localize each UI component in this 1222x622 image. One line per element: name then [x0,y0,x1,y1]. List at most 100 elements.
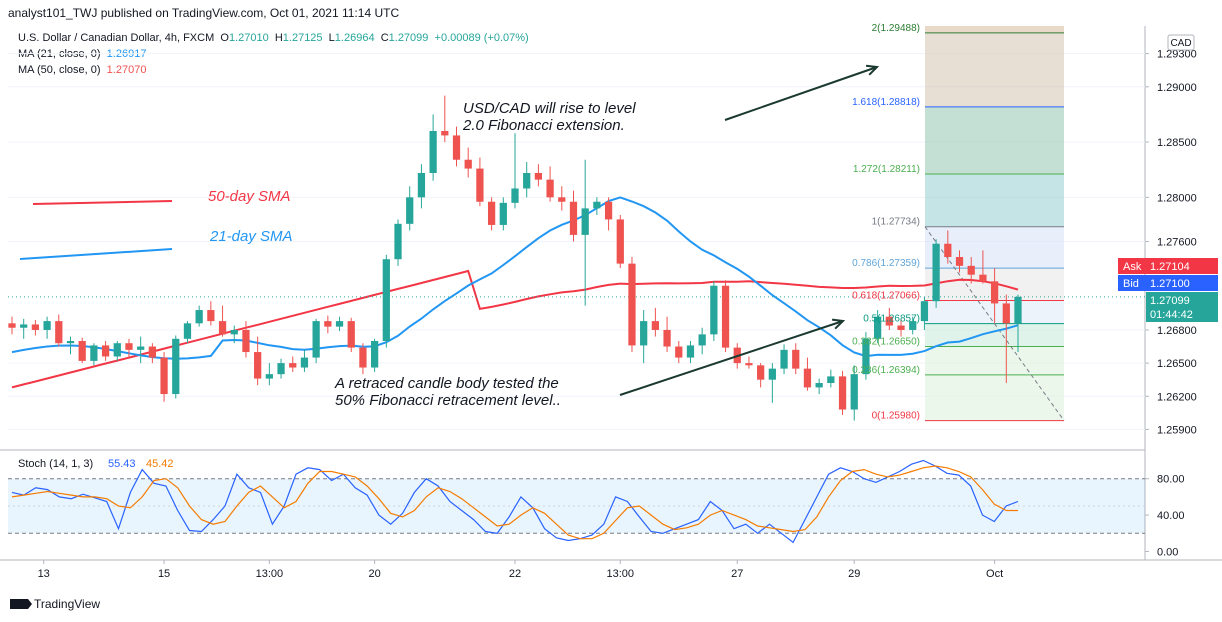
candle-body [850,374,858,410]
stoch-d-line [11,465,1018,540]
candle-body [698,334,706,346]
candle [125,338,133,358]
candle [909,316,917,335]
symbol-legend: U.S. Dollar / Canadian Dollar, 4h, FXCM … [18,32,529,44]
price-tick-label: 1.26500 [1157,358,1197,370]
candle-body [55,321,63,344]
candle-body [897,325,905,330]
countdown-value: 01:44:42 [1150,309,1193,321]
candle-body [990,281,999,304]
candle-body [183,323,192,339]
candle [628,257,636,353]
candle [8,316,16,335]
price-tick-label: 1.26200 [1157,391,1197,403]
candle [20,318,28,339]
close-label: C [380,32,389,44]
arrow-head [831,318,846,330]
fibonacci-tool [924,26,1065,422]
low-value: 1.26964 [334,32,375,44]
stoch-tick-label: 40.00 [1157,510,1185,522]
candle-body [160,357,168,395]
candle [558,186,566,211]
candle [721,280,730,353]
high-label: H [274,32,283,44]
candle [90,343,98,366]
candle [1002,294,1010,383]
candle-body [90,345,98,361]
fib-zone [925,173,1064,227]
candle-body [499,202,507,225]
currency-badge: CAD [1170,38,1191,49]
last-price-value: 1.27099 [1150,295,1190,307]
candle [487,197,496,231]
stoch-tick-label: 0.00 [1157,546,1178,558]
candle [838,370,847,416]
fib-zone [925,32,1064,107]
candle-body [347,321,355,348]
price-tick-label: 1.28500 [1157,137,1197,149]
retrace-arrow [619,318,846,396]
candle-body [31,324,40,330]
retrace-annotation-line2: 50% Fibonacci retracement level.. [335,392,561,409]
candle [768,363,776,403]
fib-label: 0.236(1.26394) [852,365,920,376]
candle-body [838,376,847,410]
candle-body [487,201,496,225]
sma50-annotation: 50-day SMA [208,188,291,205]
candle-body [300,357,309,368]
ask-label-bg [1118,258,1146,274]
candle-body [979,274,987,282]
sma21-annotation: 21-day SMA [209,228,293,245]
candle [417,164,426,209]
stoch-tick-label: 80.00 [1157,474,1185,486]
time-tick-label: 13 [38,568,50,580]
candle-body [417,173,426,198]
candle [406,186,414,231]
candle [347,317,355,353]
candle [464,147,472,178]
ask-value-bg [1146,258,1218,274]
time-axis: 13 15 13:00 20 22 13:00 27 29 Oct [38,560,1003,580]
fib-label: 1.618(1.28818) [852,97,920,108]
price-tick-label: 1.26800 [1157,325,1197,337]
candle-body [569,201,578,235]
candle [218,305,227,337]
candle [604,197,613,231]
candle-body [803,368,812,388]
candle [452,126,461,167]
candle-body [195,310,203,324]
stoch-label: Stoch (14, 1, 3) [18,458,93,470]
candle [55,314,63,347]
candle-body [768,368,776,380]
candle [43,316,51,339]
sma21-legend-line [19,248,173,260]
ask-value: 1.27104 [1150,261,1190,273]
candle-body [312,321,320,358]
candle-body [558,197,566,202]
candle [640,310,648,364]
price-tick-label: 1.28000 [1157,192,1197,204]
publish-caption: analyst101_TWJ published on TradingView.… [8,6,400,20]
candle [148,343,156,364]
candle-body [66,341,75,344]
time-tick-label: 20 [369,568,381,580]
price-tick-label: 1.29300 [1157,49,1197,61]
candle [31,320,40,336]
time-tick-label: Oct [986,568,1003,580]
candle [827,369,835,388]
candle-body [932,243,940,302]
candle [955,250,964,273]
ask-label-tag: Ask 1.27104 [1118,258,1218,274]
candle-body [827,376,835,383]
candle [312,318,320,364]
candle-body [371,341,379,368]
price-tick-label: 1.29000 [1157,82,1197,94]
tradingview-footer[interactable]: TradingView [10,597,100,611]
candle [335,316,344,332]
symbol-name: U.S. Dollar / Canadian Dollar, 4h, FXCM [18,32,215,44]
time-tick-label: 13:00 [256,568,284,580]
time-tick-label: 15 [158,568,170,580]
candle-body [441,131,449,136]
candle [569,190,578,242]
